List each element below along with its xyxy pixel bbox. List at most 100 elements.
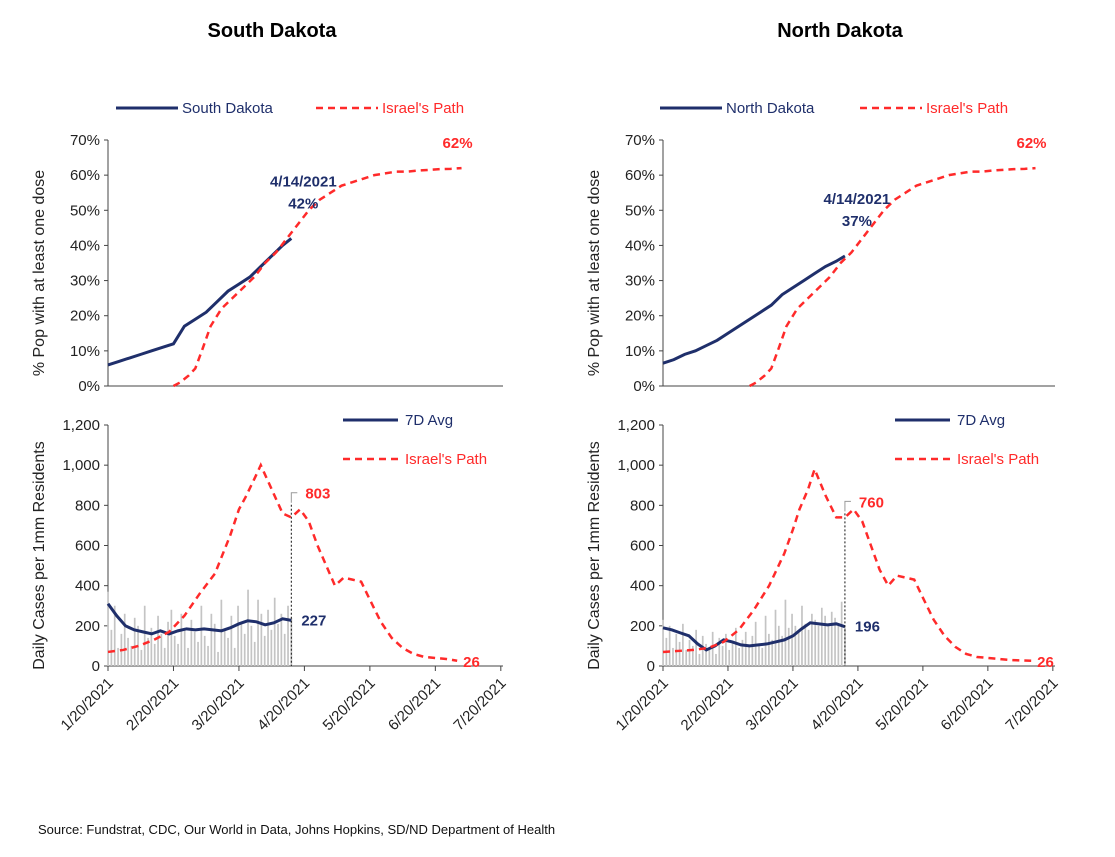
daily-case-bar [130,645,133,666]
israel-path-line [749,166,1036,388]
daily-case-bar [190,619,193,666]
daily-case-bar [203,635,206,666]
daily-case-bar [150,627,153,666]
y-tick-label: 40% [70,237,100,254]
daily-case-bar [270,629,273,666]
y-tick-label: 800 [75,497,100,514]
daily-case-bar [140,649,143,666]
y-tick-label: 1,200 [617,417,655,434]
daily-case-bar [781,635,783,666]
annotation-value: 196 [855,619,880,636]
daily-case-bar [774,609,777,666]
y-axis-label: % Pop with at least one dose [31,170,48,376]
daily-case-bar [811,613,813,666]
north-dakota-panel: North Dakota 0% 10% 20% 30% 40% 50% 60% 70% % Po… [586,20,1062,734]
daily-case-bar [807,629,810,666]
state-line [107,237,293,367]
x-tick-label: 3/20/2021 [189,675,248,734]
x-tick-label: 2/20/2021 [678,675,737,734]
daily-case-bar [107,591,109,666]
x-tick-label: 1/20/2021 [613,675,672,734]
legend-label: 7D Avg [405,412,453,429]
daily-case-bar [227,637,229,666]
daily-case-bar [210,613,213,666]
daily-case-bar [662,619,664,666]
y-tick-label: 60% [625,167,655,184]
annotation-value: 37% [842,213,872,230]
y-tick-label: 1,000 [62,457,100,474]
daily-case-bar [801,605,803,666]
daily-case-bar [764,615,767,666]
daily-case-bar [768,633,770,666]
daily-case-bar [814,619,817,666]
y-tick-label: 50% [625,202,655,219]
y-tick-label: 40% [625,237,655,254]
daily-case-bar [668,625,671,666]
chart-title: South Dakota [208,20,338,42]
y-axis-label: Daily Cases per 1mm Residents [586,441,603,670]
daily-case-bar [197,641,199,666]
daily-case-bar [283,633,286,666]
daily-case-bar [682,623,684,666]
annotation-date: 4/14/2021 [824,191,891,208]
annotation-value: 26 [463,654,480,671]
daily-case-bar [260,613,263,666]
y-tick-label: 0 [92,658,100,675]
daily-case-bar [143,605,146,666]
daily-case-bar [744,631,747,666]
daily-case-bar [678,641,681,666]
daily-case-bar [685,649,688,666]
daily-case-bar [731,641,734,666]
daily-case-bar [263,635,266,666]
annotation-value: 42% [288,195,318,212]
daily-case-bar [695,629,697,666]
legend-label: Israel's Path [926,100,1008,117]
x-tick-label: 4/20/2021 [254,675,313,734]
annotation-value: 62% [1016,135,1046,152]
annotation-value: 803 [305,486,330,503]
daily-case-bar [804,623,807,666]
daily-case-bar [791,613,793,666]
daily-case-bar [721,645,724,666]
daily-case-bar [797,631,800,666]
daily-case-bar [771,639,774,666]
y-tick-label: 600 [75,538,100,555]
daily-case-bar [734,627,737,666]
daily-case-bar [761,647,764,666]
daily-case-bar [827,623,830,666]
y-tick-label: 70% [625,132,655,149]
chart-title: North Dakota [777,20,903,42]
x-tick-label: 3/20/2021 [743,675,802,734]
y-tick-label: 20% [625,308,655,325]
daily-case-bar [748,645,750,666]
daily-case-bar [738,647,740,666]
daily-case-bar [243,633,246,666]
daily-case-bar [167,621,169,666]
daily-case-bar [777,625,780,666]
daily-case-bar [173,635,176,666]
daily-case-bar [193,631,196,666]
y-tick-label: 800 [630,497,655,514]
y-tick-label: 200 [75,618,100,635]
israel-path-line [172,166,462,388]
daily-case-bar [250,625,253,666]
y-axis-label: Daily Cases per 1mm Residents [31,441,48,670]
legend-label: North Dakota [726,100,815,117]
y-tick-label: 0 [647,658,655,675]
x-tick-label: 4/20/2021 [808,675,867,734]
daily-case-bar [820,607,823,666]
daily-case-bar [153,643,156,666]
daily-case-bar [728,649,731,666]
daily-case-bar [237,605,239,666]
daily-case-bar [163,647,166,666]
daily-case-bar [110,629,113,666]
seven-day-avg-line [106,602,292,636]
annotation-value: 227 [301,612,326,629]
y-tick-label: 400 [630,578,655,595]
y-axis-label: % Pop with at least one dose [586,170,603,376]
y-tick-label: 30% [625,273,655,290]
daily-case-bar [741,639,744,666]
daily-case-bar [718,637,721,666]
daily-case-bar [715,653,717,666]
